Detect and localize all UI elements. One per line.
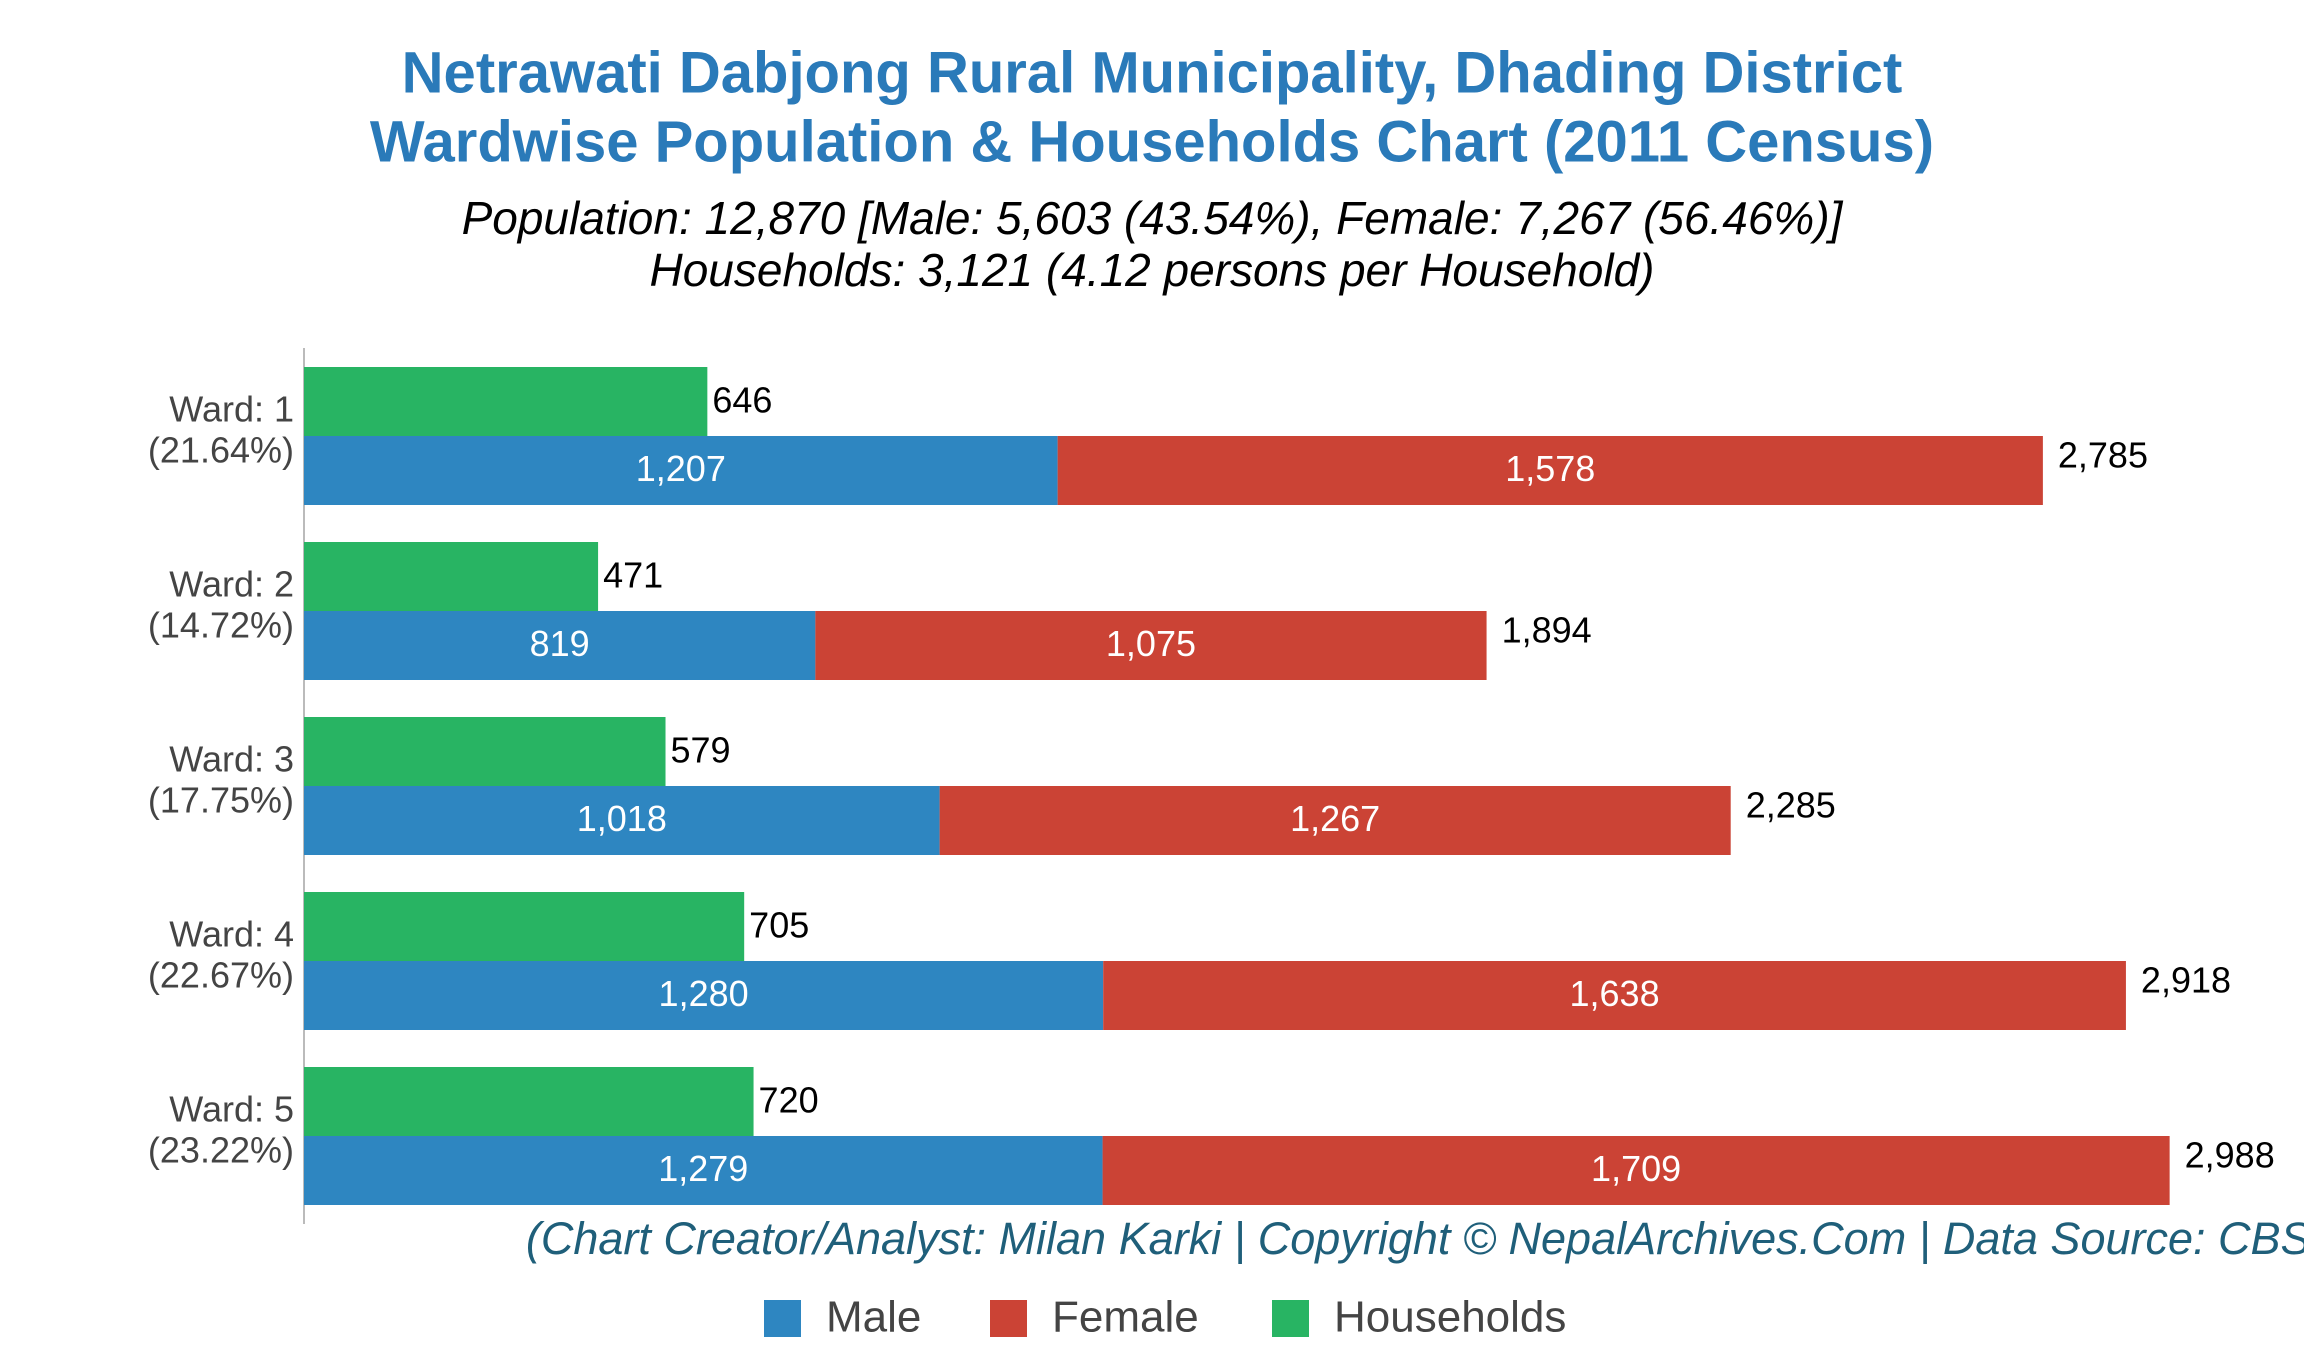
category-share: (21.64%)	[148, 430, 294, 471]
value-label: 646	[712, 380, 772, 421]
chart-subtitle: Population: 12,870 [Male: 5,603 (43.54%)…	[462, 192, 1844, 244]
chart-subtitle: Households: 3,121 (4.12 persons per Hous…	[650, 244, 1655, 296]
category-label: Ward: 5	[169, 1089, 294, 1130]
bar	[939, 786, 1731, 855]
chart-title: Netrawati Dabjong Rural Municipality, Dh…	[402, 40, 1903, 105]
value-label: 720	[759, 1080, 819, 1121]
total-label: 2,988	[2185, 1135, 2275, 1176]
category-share: (17.75%)	[148, 780, 294, 821]
value-label: 1,280	[659, 973, 749, 1014]
bar	[304, 1136, 1103, 1205]
value-label: 471	[603, 555, 663, 596]
value-label: 1,578	[1505, 448, 1595, 489]
bar	[304, 436, 1058, 505]
chart-note: (Chart Creator/Analyst: Milan Karki | Co…	[526, 1213, 2304, 1264]
category-label: Ward: 2	[169, 564, 294, 605]
value-label: 579	[671, 730, 731, 771]
bar	[304, 717, 666, 786]
legend-label: Households	[1334, 1293, 1566, 1342]
legend-swatch	[1272, 1300, 1309, 1337]
total-label: 1,894	[1502, 610, 1592, 651]
value-label: 705	[749, 905, 809, 946]
legend-swatch	[990, 1300, 1027, 1337]
bar	[304, 892, 745, 961]
legend-swatch	[764, 1300, 801, 1337]
category-share: (22.67%)	[148, 955, 294, 996]
bar	[1103, 961, 2126, 1030]
total-label: 2,785	[2058, 435, 2148, 476]
value-label: 1,267	[1290, 798, 1380, 839]
bar	[1102, 1136, 2170, 1205]
value-label: 1,018	[577, 798, 667, 839]
value-label: 1,638	[1570, 973, 1660, 1014]
value-label: 819	[530, 623, 590, 664]
value-label: 1,279	[658, 1148, 748, 1189]
legend-label: Male	[826, 1293, 921, 1342]
bar	[304, 961, 1104, 1030]
total-label: 2,285	[1746, 785, 1836, 826]
value-label: 1,207	[636, 448, 726, 489]
category-label: Ward: 1	[169, 389, 294, 430]
category-share: (14.72%)	[148, 605, 294, 646]
chart-title: Wardwise Population & Households Chart (…	[370, 109, 1934, 174]
category-label: Ward: 3	[169, 739, 294, 780]
category-share: (23.22%)	[148, 1130, 294, 1171]
bar	[815, 611, 1487, 680]
bar	[304, 542, 599, 611]
category-label: Ward: 4	[169, 914, 294, 955]
legend-label: Female	[1052, 1293, 1199, 1342]
bar	[304, 611, 816, 680]
value-label: 1,709	[1591, 1148, 1681, 1189]
bar	[304, 1067, 754, 1136]
value-label: 1,075	[1106, 623, 1196, 664]
total-label: 2,918	[2141, 960, 2231, 1001]
bar	[304, 367, 708, 436]
bar	[304, 786, 940, 855]
bar	[1057, 436, 2043, 505]
